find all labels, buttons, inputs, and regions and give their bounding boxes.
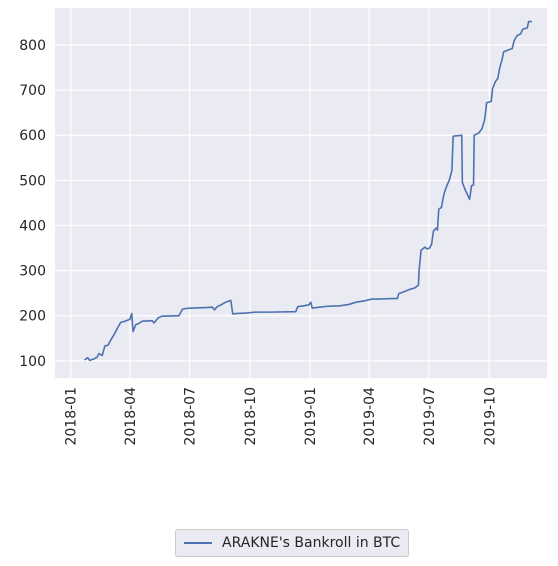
x-tick-label: 2018-07 xyxy=(182,387,198,446)
x-tick-label: 2018-01 xyxy=(64,387,80,446)
x-axis: 2018-01 2018-04 2018-07 2018-10 2019-01 2019-… xyxy=(64,387,499,446)
grid-lines xyxy=(55,8,547,378)
y-tick-label: 600 xyxy=(19,128,46,144)
legend-label: ARAKNE's Bankroll in BTC xyxy=(222,535,401,551)
y-tick-label: 100 xyxy=(19,354,46,370)
y-tick-label: 200 xyxy=(19,309,46,325)
x-tick-label: 2019-07 xyxy=(422,387,438,446)
y-tick-label: 700 xyxy=(19,83,46,99)
legend: ARAKNE's Bankroll in BTC xyxy=(175,529,410,557)
legend-swatch xyxy=(184,542,212,544)
y-tick-label: 300 xyxy=(19,264,46,280)
series-line-bankroll xyxy=(84,20,532,362)
x-tick-label: 2019-04 xyxy=(362,387,378,446)
y-tick-label: 500 xyxy=(19,173,46,189)
x-tick-label: 2018-04 xyxy=(123,387,139,446)
x-tick-label: 2018-10 xyxy=(243,387,259,446)
y-axis: 100 200 300 400 500 600 700 800 xyxy=(19,38,46,370)
y-tick-label: 800 xyxy=(19,38,46,54)
x-tick-label: 2019-10 xyxy=(482,387,498,446)
x-tick-label: 2019-01 xyxy=(303,387,319,446)
plot-area xyxy=(55,8,547,378)
y-tick-label: 400 xyxy=(19,218,46,234)
